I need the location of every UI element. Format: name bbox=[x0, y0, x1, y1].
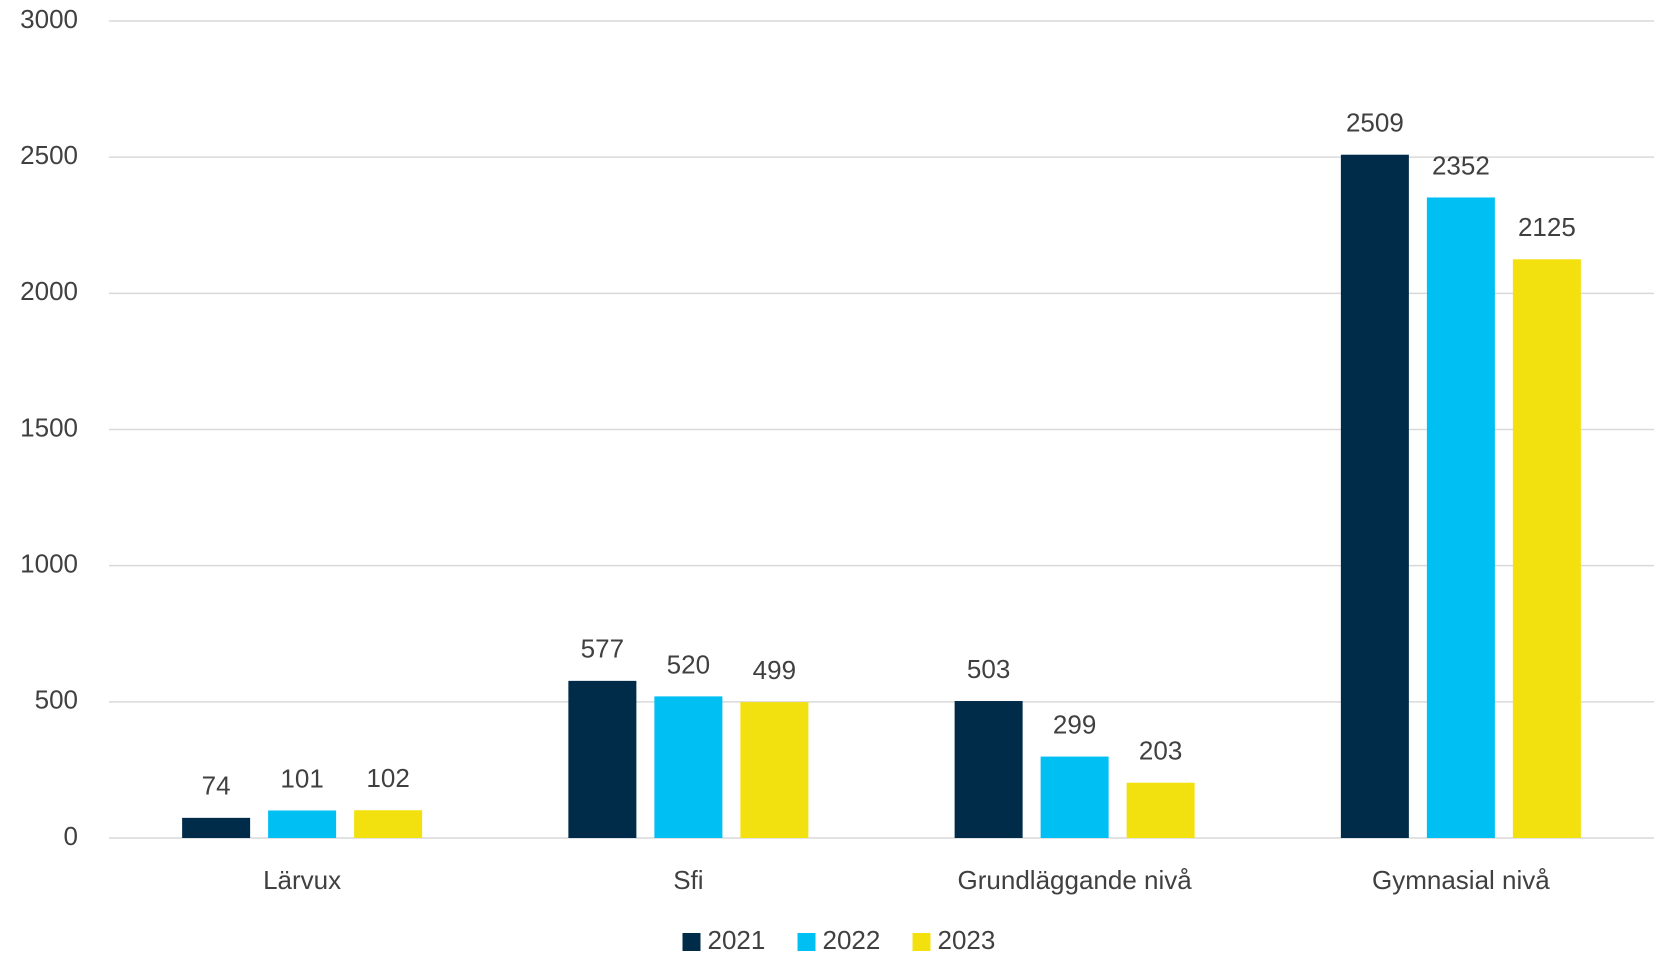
bar bbox=[568, 680, 637, 838]
legend-label: 2023 bbox=[938, 925, 996, 955]
bar bbox=[1040, 756, 1109, 838]
data-label: 577 bbox=[581, 634, 624, 664]
y-tick-label: 1500 bbox=[20, 412, 78, 442]
bar bbox=[268, 810, 337, 838]
y-tick-label: 3000 bbox=[20, 4, 78, 34]
bar bbox=[1426, 197, 1495, 839]
data-label: 2509 bbox=[1346, 108, 1404, 138]
data-label: 203 bbox=[1139, 736, 1182, 766]
data-label: 499 bbox=[753, 655, 796, 685]
legend-swatch bbox=[912, 933, 931, 951]
legend-swatch bbox=[682, 933, 701, 951]
data-label: 102 bbox=[366, 763, 409, 793]
y-tick-label: 0 bbox=[64, 821, 78, 851]
data-label: 299 bbox=[1053, 709, 1096, 739]
data-label: 101 bbox=[280, 763, 323, 793]
bar bbox=[740, 702, 809, 838]
bar bbox=[954, 701, 1023, 838]
bar bbox=[1340, 154, 1409, 838]
x-tick-label: Gymnasial nivå bbox=[1372, 865, 1550, 895]
y-tick-label: 2500 bbox=[20, 140, 78, 170]
bar bbox=[182, 817, 251, 838]
data-label: 520 bbox=[667, 649, 710, 679]
legend-label: 2022 bbox=[823, 925, 881, 955]
y-tick-label: 1000 bbox=[20, 549, 78, 579]
x-tick-label: Sfi bbox=[673, 865, 703, 895]
legend-label: 2021 bbox=[708, 925, 766, 955]
data-label: 74 bbox=[202, 771, 231, 801]
x-tick-label: Lärvux bbox=[263, 865, 341, 895]
bar bbox=[1512, 259, 1581, 839]
legend-swatch bbox=[797, 933, 816, 951]
y-tick-label: 500 bbox=[35, 685, 78, 715]
bar bbox=[1126, 782, 1195, 838]
data-label: 2352 bbox=[1432, 150, 1490, 180]
data-label: 2125 bbox=[1518, 212, 1576, 242]
bar bbox=[654, 696, 723, 838]
data-label: 503 bbox=[967, 654, 1010, 684]
x-tick-label: Grundläggande nivå bbox=[958, 865, 1193, 895]
bar bbox=[354, 810, 423, 838]
y-tick-label: 2000 bbox=[20, 276, 78, 306]
